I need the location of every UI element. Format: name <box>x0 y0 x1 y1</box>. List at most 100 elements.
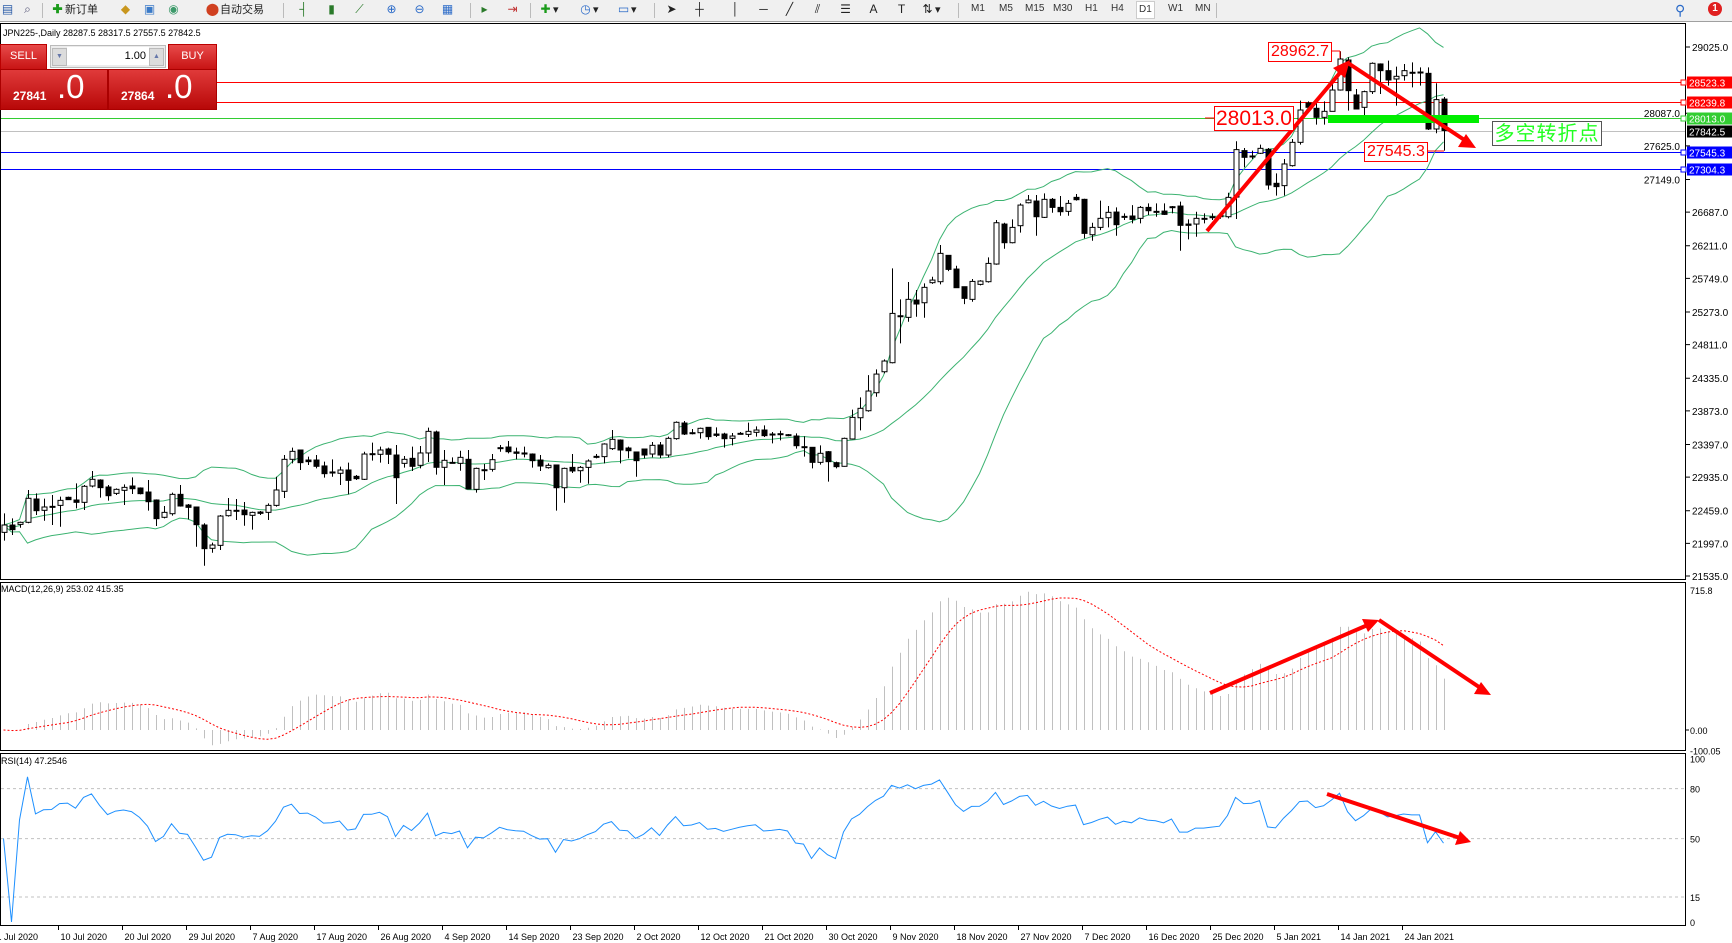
candle[interactable] <box>657 442 664 459</box>
candle[interactable] <box>1089 222 1096 241</box>
candle[interactable] <box>49 494 56 526</box>
candle[interactable] <box>921 283 928 318</box>
candle[interactable] <box>769 431 776 444</box>
timeframe-h4[interactable]: H4 <box>1111 3 1124 14</box>
candle[interactable] <box>441 450 448 486</box>
candle[interactable] <box>753 426 760 437</box>
candle[interactable] <box>689 429 696 435</box>
candle[interactable] <box>641 448 648 459</box>
candle[interactable] <box>161 506 168 519</box>
candle[interactable] <box>177 485 184 507</box>
candle[interactable] <box>1417 67 1424 86</box>
candle[interactable] <box>1081 198 1088 239</box>
timeframe-m30[interactable]: M30 <box>1053 3 1073 14</box>
candle[interactable] <box>457 450 464 471</box>
candle[interactable] <box>745 422 752 438</box>
candle[interactable] <box>433 430 440 475</box>
candle[interactable] <box>913 290 920 317</box>
candle[interactable] <box>1033 195 1040 236</box>
candle[interactable] <box>281 455 288 499</box>
candle[interactable] <box>1409 62 1416 88</box>
candle[interactable] <box>105 485 112 501</box>
candle[interactable] <box>793 433 800 449</box>
macd-downtrend-arrow[interactable] <box>1377 618 1484 691</box>
candle[interactable] <box>841 437 848 467</box>
bar-chart-icon[interactable]: ┤ <box>299 2 308 16</box>
periods-icon[interactable]: ◷ ▾ <box>580 2 599 16</box>
candle[interactable] <box>1345 57 1352 111</box>
uptrend-arrow[interactable] <box>1205 66 1346 233</box>
candle[interactable] <box>321 461 328 478</box>
candle[interactable] <box>1121 213 1128 221</box>
candle[interactable] <box>25 489 32 524</box>
candle[interactable] <box>713 427 720 438</box>
zoom-out-icon[interactable]: ⊖ <box>414 2 425 16</box>
candle[interactable] <box>201 523 208 566</box>
candle[interactable] <box>849 409 856 440</box>
arrows-icon[interactable]: ⇅ ▾ <box>922 2 941 16</box>
candle[interactable] <box>1129 205 1136 224</box>
level-handle-icon[interactable] <box>1680 166 1687 173</box>
candle[interactable] <box>1017 203 1024 233</box>
candle[interactable] <box>465 450 472 490</box>
auto-trading-button[interactable]: ⬤自动交易 <box>205 2 264 18</box>
candle[interactable] <box>561 467 568 503</box>
candle[interactable] <box>17 521 24 528</box>
candle[interactable] <box>953 265 960 289</box>
candle[interactable] <box>97 479 104 498</box>
buy-button[interactable]: BUY <box>168 44 217 70</box>
zoom-in-icon[interactable]: ⊕ <box>386 2 397 16</box>
navigator-icon[interactable]: ▣ <box>143 2 156 16</box>
candle[interactable] <box>393 444 400 505</box>
candle[interactable] <box>673 421 680 440</box>
candle[interactable] <box>705 426 712 440</box>
candle[interactable] <box>1049 198 1056 213</box>
candle[interactable] <box>81 485 88 511</box>
candle[interactable] <box>1057 196 1064 216</box>
candle[interactable] <box>881 359 888 374</box>
candle[interactable] <box>1273 173 1280 196</box>
pivot-zone[interactable] <box>1328 115 1479 123</box>
chart-shift-icon[interactable]: ⇥ <box>507 2 518 16</box>
candle[interactable] <box>1185 219 1192 240</box>
candle[interactable] <box>217 514 224 551</box>
timeframe-m5[interactable]: M5 <box>999 3 1013 14</box>
tile-windows-icon[interactable]: ▦ <box>441 2 454 16</box>
text-icon[interactable]: A <box>869 2 878 16</box>
candle[interactable] <box>945 254 952 272</box>
candle[interactable] <box>889 268 896 364</box>
candle[interactable] <box>153 499 160 526</box>
candle[interactable] <box>857 397 864 431</box>
grid-lines-icon[interactable]: ☰ <box>840 2 851 16</box>
candle[interactable] <box>113 488 120 495</box>
buy-price-button[interactable]: 27864 .0 <box>108 68 217 110</box>
candle[interactable] <box>1233 141 1240 219</box>
timeframe-m15[interactable]: M15 <box>1025 3 1045 14</box>
candle[interactable] <box>625 446 632 459</box>
candle[interactable] <box>1041 193 1048 219</box>
candle[interactable] <box>1209 213 1216 221</box>
candle[interactable] <box>1289 138 1296 167</box>
candle[interactable] <box>833 461 840 469</box>
candle[interactable] <box>761 425 768 438</box>
candle[interactable] <box>57 496 64 527</box>
trendline-icon[interactable]: ╱ <box>785 2 794 16</box>
candle[interactable] <box>905 282 912 322</box>
lot-increase-icon[interactable]: ▲ <box>149 48 164 66</box>
candle[interactable] <box>209 542 216 553</box>
candle[interactable] <box>1073 194 1080 201</box>
candle[interactable] <box>553 464 560 511</box>
candle[interactable] <box>401 456 408 468</box>
candle[interactable] <box>825 450 832 482</box>
candle[interactable] <box>489 454 496 472</box>
auto-scroll-icon[interactable]: ▸ <box>481 2 488 16</box>
fibonacci-icon[interactable]: ⫽ <box>814 2 821 16</box>
candle[interactable] <box>1137 206 1144 224</box>
candle[interactable] <box>1281 158 1288 196</box>
candle[interactable] <box>801 436 808 457</box>
candle[interactable] <box>1001 222 1008 249</box>
candle[interactable] <box>1097 200 1104 231</box>
level-handle-icon[interactable] <box>1680 149 1687 156</box>
macd-uptrend-arrow[interactable] <box>1209 622 1371 695</box>
pivot-price-label[interactable]: 28013.0 <box>1214 106 1294 131</box>
